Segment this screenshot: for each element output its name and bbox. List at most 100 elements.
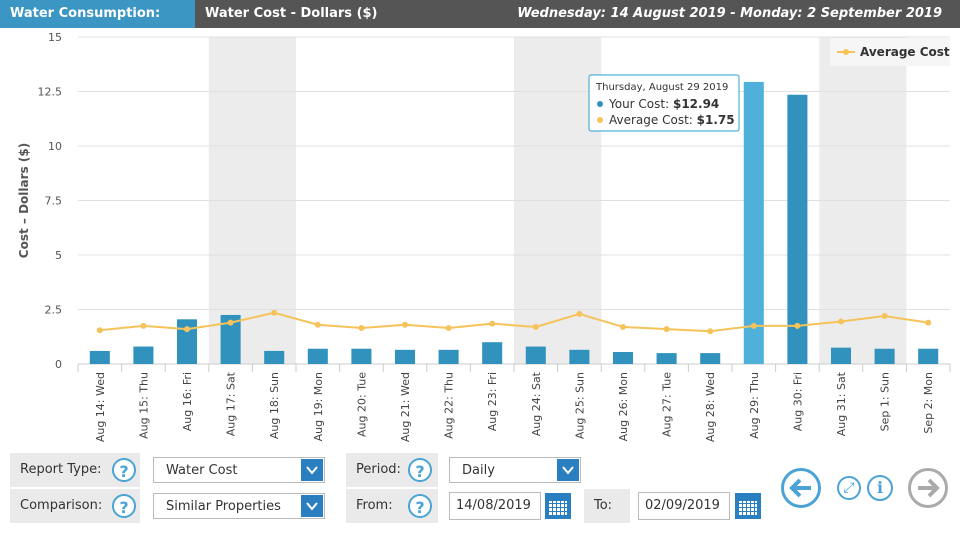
x-tick-label: Aug 26: Mon xyxy=(617,372,630,441)
x-tick-label: Aug 16: Fri xyxy=(181,372,194,431)
x-tick-label: Aug 31: Sat xyxy=(835,371,848,436)
y-tick-label: 12.5 xyxy=(38,86,63,99)
comparison-help-icon[interactable]: ? xyxy=(112,494,136,518)
bar xyxy=(307,348,328,364)
average-point xyxy=(794,322,801,329)
comparison-value: Similar Properties xyxy=(166,499,281,514)
x-tick-label: Aug 14: Wed xyxy=(94,372,107,442)
from-date-input[interactable]: 14/08/2019 xyxy=(449,492,541,520)
to-label: To: xyxy=(594,498,613,513)
bar xyxy=(787,94,808,365)
from-label: From: xyxy=(356,498,393,513)
comparison-label: Comparison: xyxy=(20,498,103,513)
bar xyxy=(656,353,677,364)
chevron-down-icon xyxy=(306,502,318,511)
average-point xyxy=(140,322,147,329)
back-arrow-icon[interactable] xyxy=(781,468,821,508)
bar xyxy=(700,353,721,364)
expand-icon[interactable]: ⤢ xyxy=(837,476,861,500)
x-tick-label: Aug 24: Sat xyxy=(530,371,543,436)
x-tick-label: Aug 28: Wed xyxy=(704,372,717,442)
x-tick-label: Aug 23: Fri xyxy=(486,372,499,431)
from-calendar-icon[interactable] xyxy=(545,493,571,519)
bar xyxy=(133,346,154,364)
report-type-help-icon[interactable]: ? xyxy=(112,458,136,482)
tooltip-avg-value: $1.75 xyxy=(697,113,735,127)
period-label: Period: xyxy=(356,462,401,477)
bar xyxy=(176,319,198,364)
bar xyxy=(394,349,416,364)
bar xyxy=(874,348,895,364)
period-value: Daily xyxy=(462,463,495,478)
average-point xyxy=(620,323,626,330)
bar xyxy=(482,342,503,364)
legend-label: Average Cost xyxy=(860,45,950,59)
report-type-value: Water Cost xyxy=(166,463,238,478)
header-title: Water Consumption: xyxy=(0,0,195,28)
average-point xyxy=(489,320,496,327)
from-help-icon[interactable]: ? xyxy=(408,494,432,518)
x-tick-label: Aug 18: Sun xyxy=(268,372,281,439)
average-point xyxy=(532,323,539,330)
forward-arrow-icon[interactable] xyxy=(908,468,948,508)
average-line xyxy=(99,311,929,333)
header-date-range: Wednesday: 14 August 2019 - Monday: 2 Se… xyxy=(517,6,942,21)
bar xyxy=(220,314,241,364)
period-select[interactable]: Daily xyxy=(449,457,581,483)
to-date-input[interactable]: 02/09/2019 xyxy=(638,492,730,520)
x-tick-label: Aug 30: Fri xyxy=(791,372,804,431)
report-type-label: Report Type: xyxy=(20,462,102,477)
x-tick-label: Sep 2: Mon xyxy=(922,372,935,434)
x-tick-label: Aug 21: Wed xyxy=(399,372,412,442)
x-tick-label: Aug 20: Tue xyxy=(355,372,368,437)
x-tick-label: Aug 29: Thu xyxy=(748,372,761,439)
y-tick-label: 5 xyxy=(55,249,62,262)
tooltip-date: Thursday, August 29 2019 xyxy=(595,82,728,93)
cost-chart: 0 2.5 5 7.5 10 12.5 15 Cost – Dollars ($) Aug 14… xyxy=(17,31,951,442)
header-bar: Water Consumption: Water Cost - Dollars … xyxy=(0,0,960,28)
tooltip-your-value: $12.94 xyxy=(673,97,719,111)
bar xyxy=(525,346,546,364)
x-tick-label: Aug 27: Tue xyxy=(661,372,674,437)
right-arrow-icon xyxy=(918,478,940,498)
legend-marker xyxy=(843,49,849,55)
bar xyxy=(264,350,285,364)
chevron-down-icon xyxy=(306,466,318,475)
bar xyxy=(351,348,372,364)
report-type-select[interactable]: Water Cost xyxy=(153,457,325,483)
y-tick-label: 10 xyxy=(48,140,62,153)
x-tick-label: Aug 17: Sat xyxy=(225,371,238,436)
chevron-down-icon[interactable] xyxy=(301,459,323,481)
average-point xyxy=(358,325,365,332)
bar xyxy=(830,347,852,364)
info-icon[interactable]: i xyxy=(867,475,893,501)
chevron-down-icon[interactable] xyxy=(557,459,579,481)
x-tick-label: Aug 15: Thu xyxy=(137,372,150,439)
x-tick-label: Aug 25: Sun xyxy=(573,372,586,439)
y-tick-label: 7.5 xyxy=(45,195,63,208)
tooltip-avg-label: Average Cost: $1.75 xyxy=(609,113,735,127)
period-help-icon[interactable]: ? xyxy=(408,458,432,482)
average-point xyxy=(663,326,670,333)
tooltip-your-marker xyxy=(597,101,603,107)
y-tick-label: 15 xyxy=(48,31,62,44)
y-tick-label: 2.5 xyxy=(45,304,63,317)
average-point xyxy=(96,327,103,334)
bar xyxy=(918,348,939,364)
chevron-down-icon[interactable] xyxy=(301,495,323,517)
bar xyxy=(569,349,590,364)
x-tick-label: Aug 19: Mon xyxy=(312,372,325,441)
x-tick-label: Aug 22: Thu xyxy=(443,372,456,439)
comparison-select[interactable]: Similar Properties xyxy=(153,493,325,519)
average-point xyxy=(881,313,888,320)
y-axis-title: Cost – Dollars ($) xyxy=(17,143,31,258)
average-point xyxy=(838,318,844,325)
average-point xyxy=(576,310,583,317)
average-point xyxy=(227,319,234,326)
to-label-box: To: xyxy=(584,489,630,523)
to-calendar-icon[interactable] xyxy=(735,493,761,519)
average-point xyxy=(925,319,932,326)
left-arrow-icon xyxy=(789,478,811,498)
average-point xyxy=(402,321,408,328)
tooltip-box xyxy=(588,74,740,132)
